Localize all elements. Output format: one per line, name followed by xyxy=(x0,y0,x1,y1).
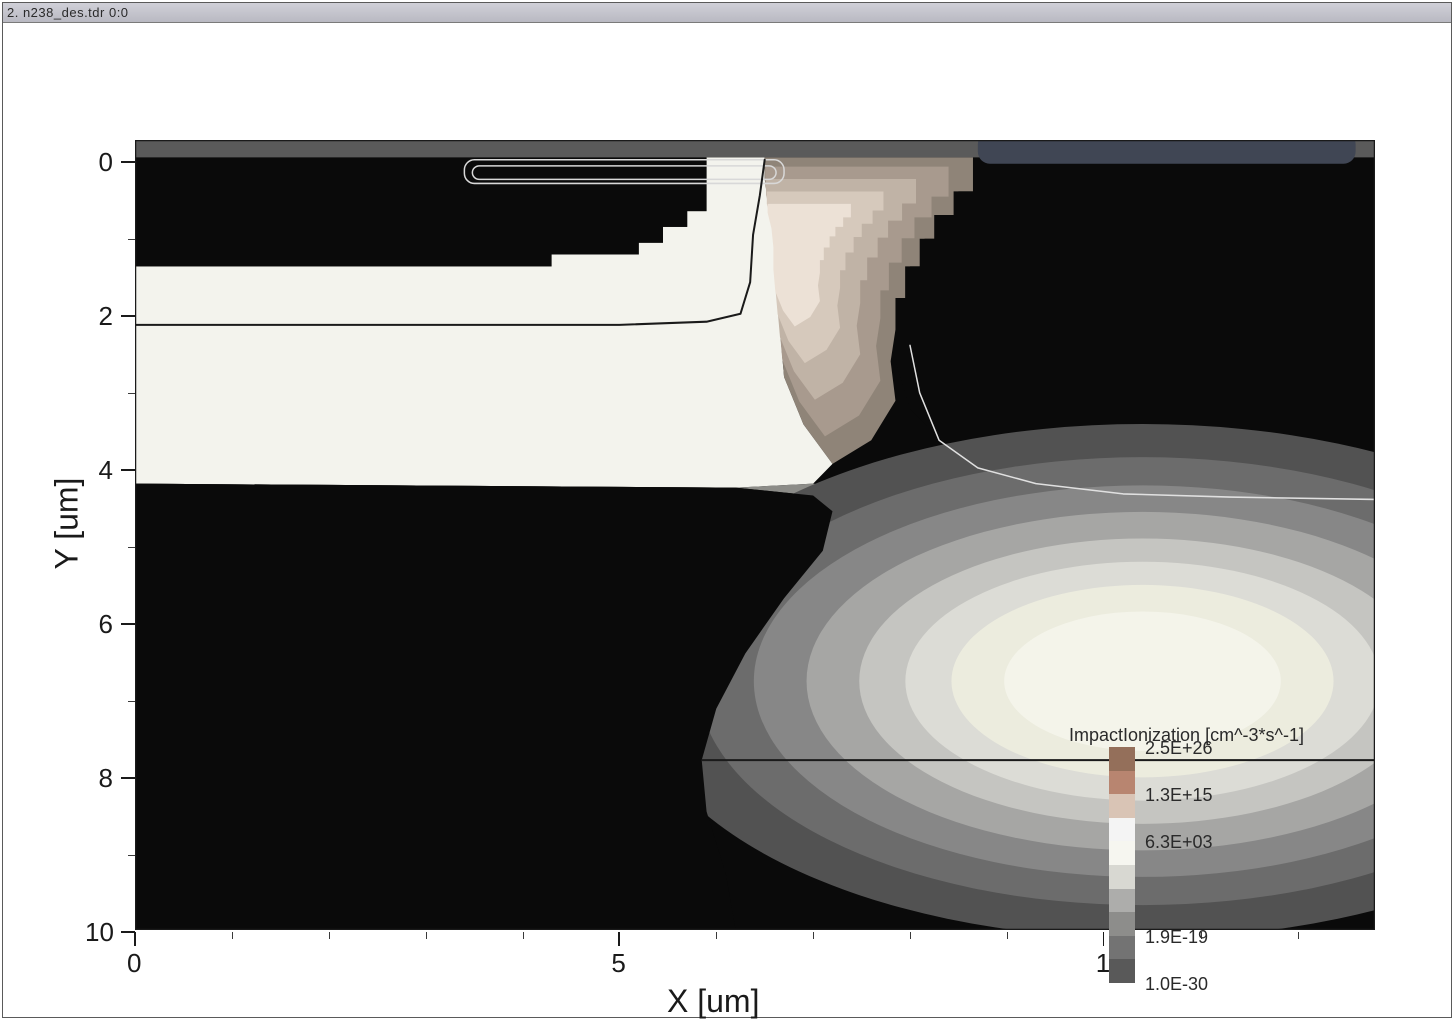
y-tick-label: 8 xyxy=(85,763,113,794)
y-tick xyxy=(121,469,135,471)
legend-colorbar xyxy=(1109,747,1135,983)
legend-value: 6.3E+03 xyxy=(1145,832,1213,853)
y-tick xyxy=(121,623,135,625)
legend-value: 2.5E+26 xyxy=(1145,738,1213,759)
x-tick-label: 0 xyxy=(127,948,141,979)
viewer-window: 2. n238_des.tdr 0:0 2 Y [um] X [um] 0246… xyxy=(2,2,1452,1018)
legend-value: 1.9E-19 xyxy=(1145,927,1208,948)
y-tick-minor xyxy=(128,547,135,548)
y-tick-label: 4 xyxy=(85,455,113,486)
legend-segment xyxy=(1109,936,1135,960)
legend-segment xyxy=(1109,959,1135,983)
y-tick xyxy=(121,931,135,933)
x-tick xyxy=(1103,932,1105,946)
y-tick-minor xyxy=(128,855,135,856)
x-tick xyxy=(618,932,620,946)
legend-segment xyxy=(1109,912,1135,936)
x-tick-minor xyxy=(232,932,233,939)
y-tick xyxy=(121,777,135,779)
x-tick-minor xyxy=(523,932,524,939)
y-axis-label: Y [um] xyxy=(49,464,86,584)
x-axis-label: X [um] xyxy=(667,983,759,1020)
legend-segment xyxy=(1109,794,1135,818)
x-tick-minor xyxy=(813,932,814,939)
y-tick-minor xyxy=(128,701,135,702)
legend-value: 1.0E-30 xyxy=(1145,974,1208,995)
legend-segment xyxy=(1109,889,1135,913)
y-tick-minor xyxy=(128,239,135,240)
legend-segment xyxy=(1109,747,1135,771)
y-tick xyxy=(121,161,135,163)
window-title-text: 2. n238_des.tdr 0:0 xyxy=(7,5,129,20)
x-tick xyxy=(134,932,136,946)
y-tick-label: 2 xyxy=(85,301,113,332)
legend-value: 1.3E+15 xyxy=(1145,785,1213,806)
x-tick-minor xyxy=(329,932,330,939)
x-tick-minor xyxy=(910,932,911,939)
legend-segment xyxy=(1109,841,1135,865)
x-tick-minor xyxy=(1007,932,1008,939)
y-tick-label: 10 xyxy=(85,917,113,948)
y-tick-label: 6 xyxy=(85,609,113,640)
y-tick-label: 0 xyxy=(85,147,113,178)
x-tick-minor xyxy=(426,932,427,939)
legend-segment xyxy=(1109,865,1135,889)
heatmap-plot xyxy=(135,140,1375,930)
plot-container: Y [um] X [um] 0246810 0510 ImpactIonizat… xyxy=(17,25,1441,1007)
legend-segment xyxy=(1109,771,1135,795)
window-title-bar[interactable]: 2. n238_des.tdr 0:0 xyxy=(3,3,1451,23)
x-tick-minor xyxy=(1298,932,1299,939)
y-tick xyxy=(121,315,135,317)
x-tick-minor xyxy=(716,932,717,939)
legend-segment xyxy=(1109,818,1135,842)
x-tick-label: 5 xyxy=(611,948,625,979)
y-tick-minor xyxy=(128,393,135,394)
